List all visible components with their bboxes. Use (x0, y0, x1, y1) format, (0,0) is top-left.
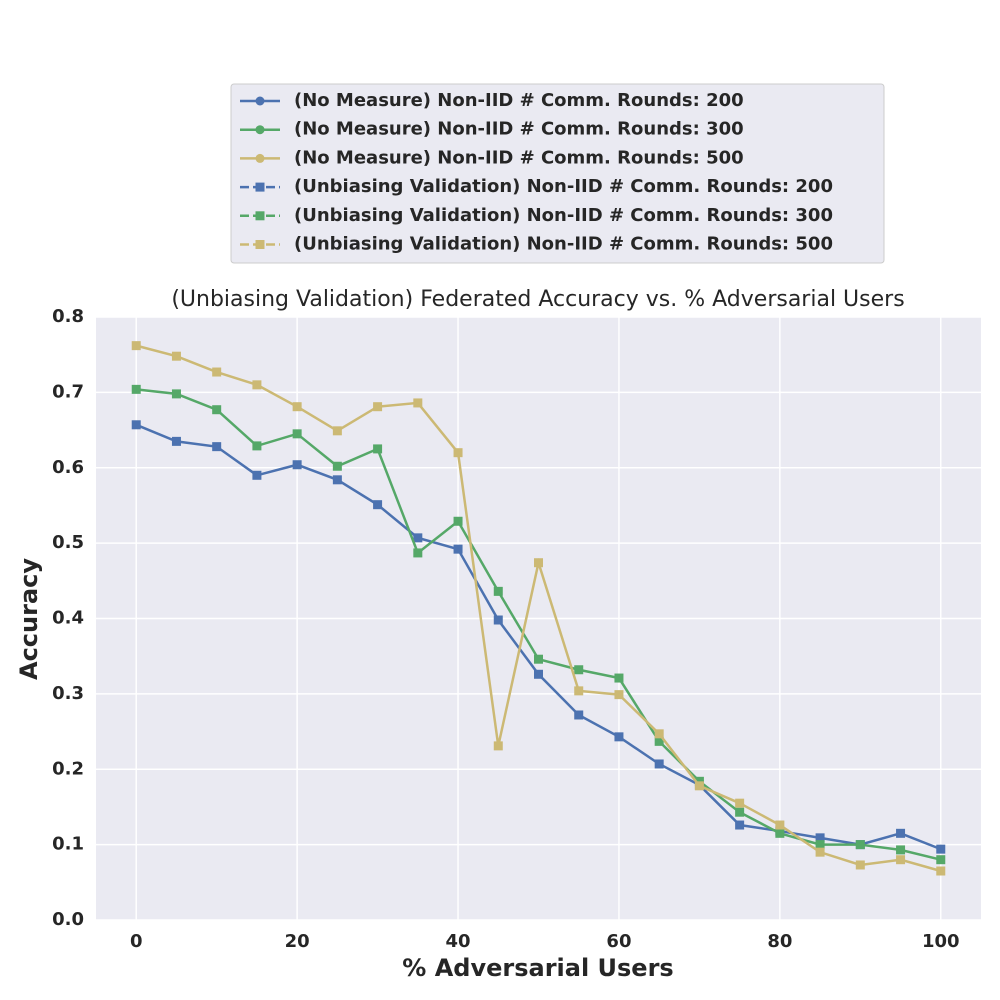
legend-label: (No Measure) Non-IID # Comm. Rounds: 300 (294, 119, 744, 140)
marker (735, 820, 745, 830)
x-axis-label: % Adversarial Users (402, 954, 673, 982)
marker (775, 828, 785, 838)
marker (255, 240, 265, 249)
marker (255, 211, 265, 221)
marker (855, 840, 865, 850)
x-tick-label: 0 (130, 931, 143, 952)
marker (654, 736, 664, 746)
marker (896, 845, 906, 855)
marker (171, 389, 181, 399)
marker (493, 586, 503, 596)
marker (534, 558, 543, 568)
marker (332, 461, 342, 471)
legend (230, 83, 885, 264)
x-tick-label: 60 (606, 931, 631, 952)
marker (255, 153, 265, 163)
legend-label: (Unbiasing Validation) Non-IID # Comm. R… (294, 205, 833, 226)
marker (815, 840, 825, 850)
x-tick-label: 100 (922, 931, 960, 952)
chart-title: (Unbiasing Validation) Federated Accurac… (171, 287, 904, 312)
marker (171, 436, 181, 446)
y-tick-label: 0.6 (52, 457, 84, 478)
y-tick-label: 0.8 (52, 306, 84, 327)
marker (574, 665, 584, 675)
marker (292, 402, 302, 412)
y-axis-label: Accuracy (15, 558, 43, 680)
marker (212, 367, 222, 377)
marker (255, 182, 265, 192)
marker (131, 420, 141, 430)
x-tick-label: 40 (446, 931, 471, 952)
marker (896, 828, 906, 838)
marker (252, 380, 262, 390)
marker (292, 460, 302, 470)
marker (212, 442, 222, 452)
marker (936, 866, 946, 876)
marker (775, 820, 785, 830)
legend-label: (No Measure) Non-IID # Comm. Rounds: 200 (294, 90, 744, 111)
marker (694, 781, 704, 791)
marker (373, 444, 383, 454)
marker (654, 759, 664, 769)
marker (534, 669, 543, 679)
y-tick-label: 0.1 (52, 834, 84, 855)
x-tick-label: 20 (285, 931, 310, 952)
y-tick-label: 0.0 (52, 909, 84, 930)
marker (614, 690, 624, 700)
marker (413, 548, 423, 558)
marker (373, 500, 383, 510)
marker (171, 351, 181, 361)
y-tick-label: 0.3 (52, 683, 84, 704)
marker (255, 125, 265, 135)
marker (453, 544, 463, 554)
y-tick-label: 0.2 (52, 758, 84, 779)
marker (574, 710, 584, 720)
marker (936, 844, 946, 854)
marker (453, 516, 463, 526)
legend-label: (Unbiasing Validation) Non-IID # Comm. R… (294, 176, 833, 197)
legend-label: (No Measure) Non-IID # Comm. Rounds: 500 (294, 147, 744, 168)
marker (373, 402, 383, 412)
marker (413, 533, 423, 543)
marker (212, 405, 222, 415)
marker (936, 855, 946, 865)
legend-label: (Unbiasing Validation) Non-IID # Comm. R… (294, 234, 833, 255)
marker (493, 615, 503, 625)
marker (292, 429, 302, 439)
marker (574, 686, 584, 696)
marker (896, 855, 906, 865)
marker (815, 847, 825, 857)
marker (252, 441, 262, 451)
marker (252, 470, 262, 480)
marker (815, 833, 825, 843)
marker (654, 729, 664, 739)
marker (332, 426, 342, 436)
marker (534, 654, 543, 664)
marker (453, 448, 463, 458)
y-tick-label: 0.5 (52, 532, 84, 553)
y-tick-label: 0.4 (52, 608, 84, 629)
marker (255, 96, 265, 106)
marker (332, 475, 342, 485)
marker (131, 341, 141, 351)
y-tick-label: 0.7 (52, 381, 84, 402)
marker (493, 741, 503, 751)
marker (614, 673, 624, 683)
x-tick-label: 80 (767, 931, 792, 952)
marker (735, 807, 745, 817)
marker (855, 860, 865, 870)
marker (735, 798, 745, 808)
marker (131, 384, 141, 394)
marker (413, 398, 423, 408)
marker (694, 776, 704, 786)
marker (614, 732, 624, 742)
